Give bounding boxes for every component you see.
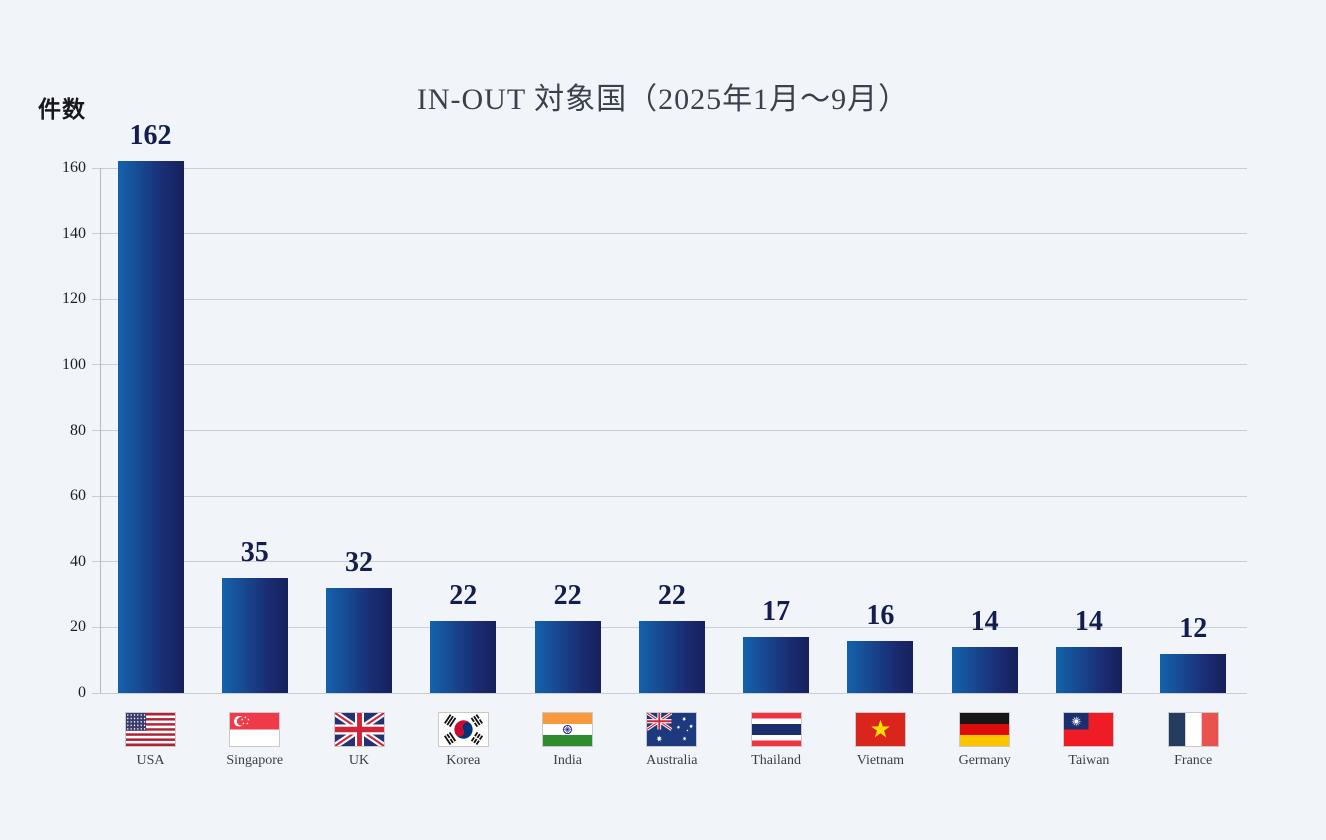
country-label: UK	[348, 753, 370, 768]
gridline	[92, 495, 1247, 497]
bar-value-label: 32	[345, 547, 374, 578]
y-tick-label: 160	[62, 159, 86, 176]
bar-value-label: 162	[129, 120, 172, 152]
bar-india	[534, 620, 601, 693]
bar-france	[1160, 653, 1227, 693]
y-tick-label: 40	[70, 552, 86, 570]
country-label: Australia	[646, 753, 698, 768]
y-tick-label: 100	[62, 355, 86, 373]
flag-singapore-icon	[229, 712, 281, 747]
bar-thailand	[743, 637, 810, 693]
y-axis-title: 件数	[38, 97, 86, 122]
gridline	[92, 561, 1247, 563]
y-tick-label: 140	[62, 224, 86, 242]
country-label: India	[553, 753, 582, 768]
bar-value-label: 14	[970, 606, 999, 638]
flag-usa-icon	[125, 712, 176, 747]
bar-value-label: 17	[762, 596, 791, 628]
country-label: USA	[136, 753, 165, 768]
flag-australia-icon	[646, 712, 698, 747]
gridline	[92, 692, 1247, 694]
bar-value-label: 22	[657, 579, 686, 611]
bar-australia	[638, 620, 705, 693]
bar-value-label: 35	[240, 537, 269, 569]
bar-vietnam	[847, 640, 914, 693]
country-label: Germany	[958, 753, 1011, 768]
bar-value-label: 22	[553, 579, 582, 611]
country-label: Korea	[446, 753, 481, 768]
bar-uk	[326, 588, 393, 693]
country-label: Singapore	[226, 753, 284, 768]
chart-title: IN-OUT 対象国（2025年1月～9月）	[416, 83, 910, 116]
flag-taiwan-icon	[1063, 712, 1115, 747]
flag-thailand-icon	[750, 712, 802, 747]
y-tick-label: 60	[70, 487, 86, 505]
bar-value-label: 12	[1179, 612, 1208, 644]
gridline	[92, 167, 1247, 169]
bar-taiwan	[1055, 647, 1122, 693]
bar-value-label: 16	[866, 599, 895, 631]
flag-korea-icon	[437, 712, 489, 747]
bar-value-label: 22	[449, 579, 478, 611]
flag-uk-icon	[333, 712, 385, 747]
y-tick-label: 120	[62, 290, 86, 308]
y-tick-label: 20	[70, 618, 86, 636]
flag-france-icon	[1167, 712, 1219, 747]
bar-usa	[117, 161, 184, 693]
flag-india-icon	[542, 712, 594, 747]
flag-germany-icon	[959, 712, 1011, 747]
gridline	[92, 233, 1247, 235]
country-label: Thailand	[751, 753, 801, 768]
country-label: Taiwan	[1068, 753, 1110, 768]
bar-singapore	[221, 578, 288, 693]
bar-korea	[430, 620, 497, 693]
bar-value-label: 14	[1074, 606, 1103, 638]
bar-germany	[951, 647, 1018, 693]
country-label: Vietnam	[856, 753, 905, 768]
gridline	[92, 364, 1247, 366]
y-tick-label: 80	[70, 421, 86, 439]
gridline	[92, 298, 1247, 300]
flag-vietnam-icon	[854, 712, 906, 747]
country-label: France	[1174, 753, 1213, 768]
y-tick-label: 0	[78, 684, 86, 701]
y-axis-line	[100, 168, 101, 693]
gridline	[92, 430, 1247, 431]
